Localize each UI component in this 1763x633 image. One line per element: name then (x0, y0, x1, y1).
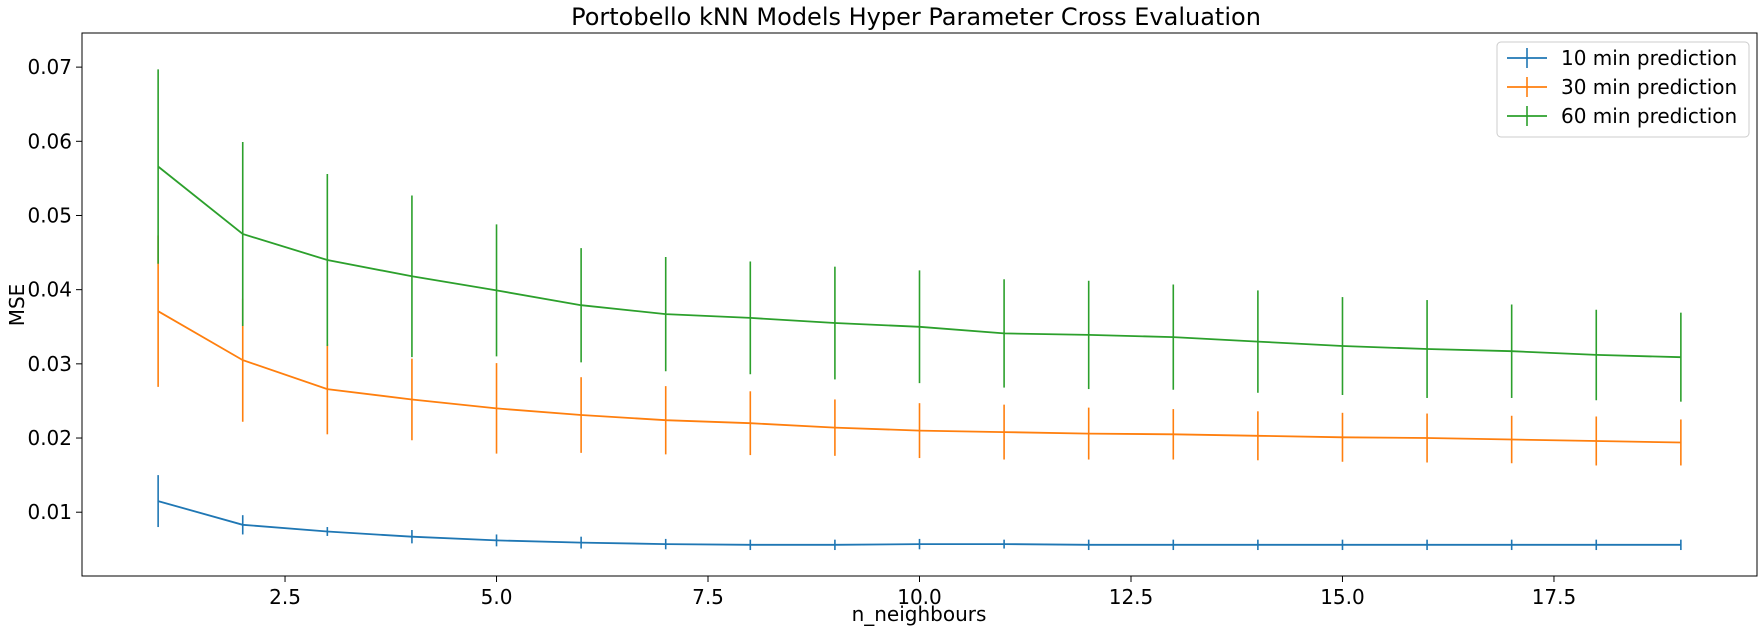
series-1 (157, 475, 1682, 551)
y-tick-label: 0.07 (27, 55, 72, 79)
series-line (157, 310, 1681, 444)
y-tick-label: 0.02 (27, 426, 72, 450)
y-tick-label: 0.06 (27, 129, 72, 153)
x-tick-label: 2.5 (269, 585, 301, 609)
x-tick-label: 15.0 (1320, 585, 1365, 609)
series-line (157, 500, 1681, 546)
x-tick-label: 12.5 (1109, 585, 1154, 609)
plot-series-group (157, 69, 1682, 551)
x-tick-label: 7.5 (692, 585, 724, 609)
y-tick-label: 0.03 (27, 352, 72, 376)
legend-label: 30 min prediction (1561, 75, 1737, 99)
x-axis-label: n_neighbours (852, 602, 987, 626)
series-line (157, 165, 1681, 359)
series-2 (157, 235, 1682, 466)
legend: 10 min prediction 30 min prediction 60 min… (1496, 41, 1750, 138)
y-axis-label: MSE (5, 284, 29, 327)
y-tick-label: 0.04 (27, 278, 72, 302)
y-tick-label: 0.05 (27, 203, 72, 227)
legend-label: 60 min prediction (1561, 104, 1737, 128)
chart-title: Portobello kNN Models Hyper Parameter Cr… (571, 3, 1261, 31)
legend-box (1496, 41, 1750, 138)
x-tick-label: 5.0 (481, 585, 513, 609)
y-axis: 0.01 0.02 0.03 0.04 0.05 0.06 0.07 (27, 55, 82, 524)
x-tick-label: 17.5 (1532, 585, 1577, 609)
series-3 (157, 69, 1682, 402)
legend-label: 10 min prediction (1561, 46, 1737, 70)
y-tick-label: 0.01 (27, 500, 72, 524)
x-axis: 2.5 5.0 7.5 10.0 12.5 15.0 17.5 (269, 576, 1576, 609)
x-tick-label: 10.0 (897, 585, 942, 609)
